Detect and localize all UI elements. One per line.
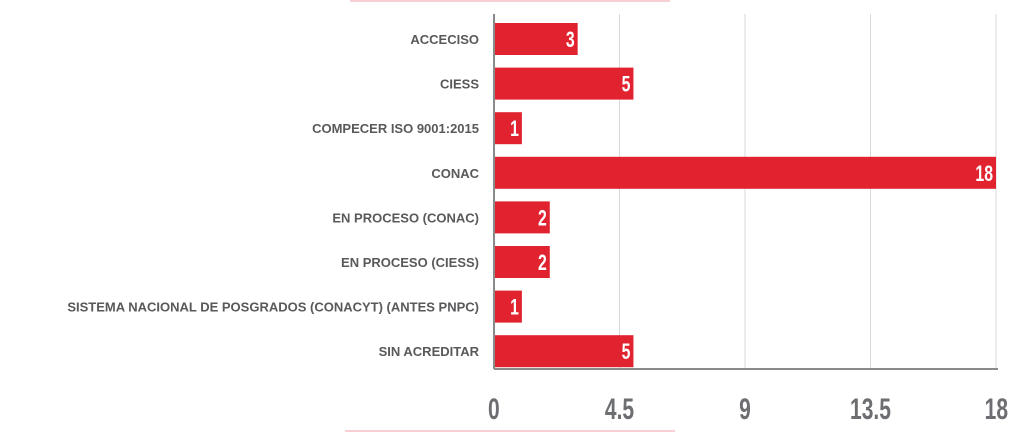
- bar: [495, 335, 634, 368]
- category-label: EN PROCESO (CIESS): [341, 255, 479, 270]
- bar: [495, 67, 634, 100]
- category-label: COMPECER ISO 9001:2015: [312, 121, 479, 136]
- bottom-accent-line: [345, 430, 675, 432]
- x-tick-label: 13.5: [850, 394, 891, 426]
- top-accent-line: [350, 0, 670, 2]
- bar: [495, 112, 522, 145]
- bar: [495, 201, 550, 234]
- bar-value-label: 5: [622, 341, 631, 365]
- bar: [495, 290, 522, 323]
- category-label: CONAC: [431, 166, 479, 181]
- bar-value-label: 2: [538, 207, 547, 231]
- bar-value-label: 1: [510, 118, 519, 142]
- category-label: CIESS: [440, 77, 479, 92]
- x-tick-label: 9: [739, 394, 751, 426]
- bar-value-label: 5: [622, 73, 631, 97]
- bar: [495, 246, 550, 278]
- bar-value-label: 18: [975, 162, 993, 186]
- category-label: EN PROCESO (CONAC): [332, 210, 479, 225]
- x-tick-label: 4.5: [605, 394, 634, 426]
- category-label: SISTEMA NACIONAL DE POSGRADOS (CONACYT) …: [67, 300, 479, 315]
- bar-value-label: 3: [566, 29, 575, 53]
- bar: [495, 156, 996, 189]
- bar-value-label: 1: [510, 296, 519, 320]
- x-tick-label: 18: [985, 394, 1008, 426]
- category-label: ACCECISO: [410, 32, 479, 47]
- x-tick-label: 0: [488, 394, 500, 426]
- category-label: SIN ACREDITAR: [379, 344, 480, 359]
- bar-value-label: 2: [538, 252, 547, 276]
- bar: [495, 23, 578, 55]
